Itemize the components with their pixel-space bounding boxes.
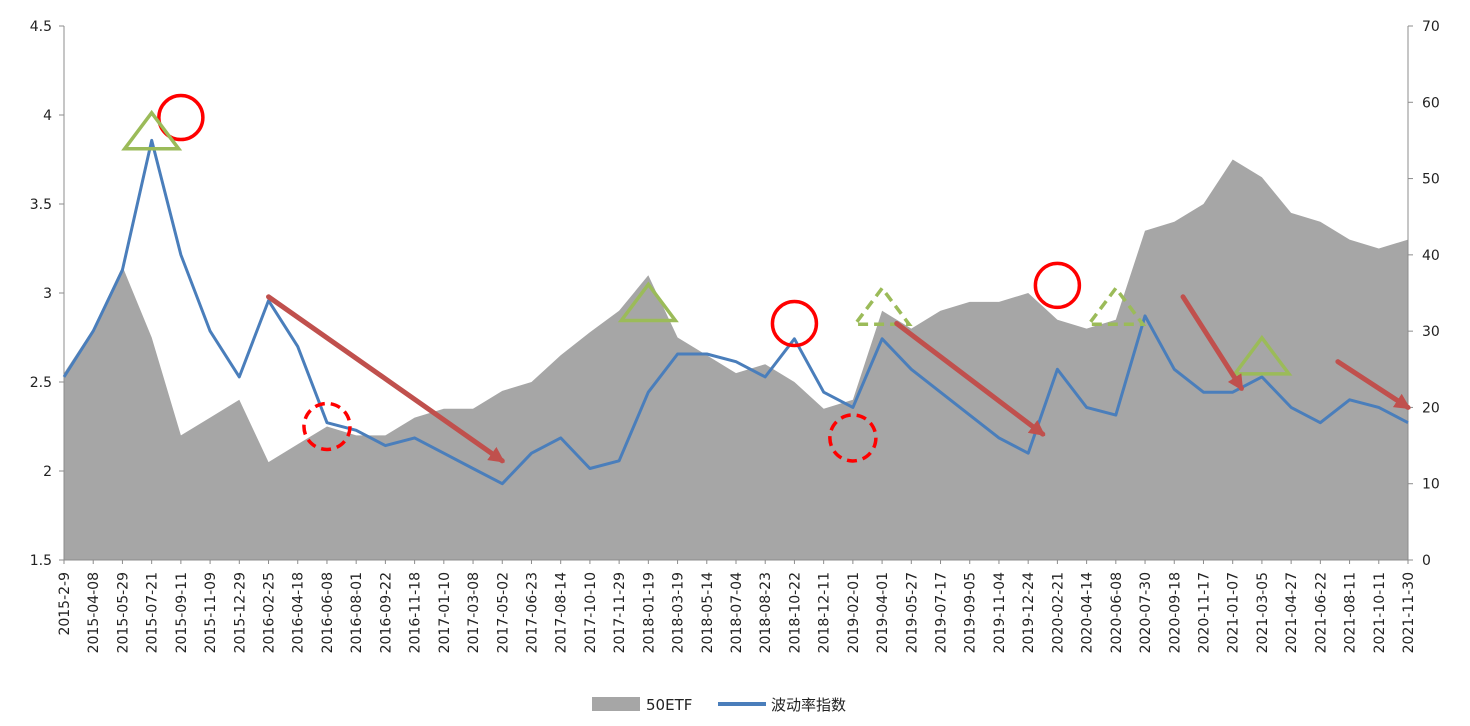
x-tick-label: 2015-04-08 bbox=[86, 572, 102, 653]
x-tick-label: 2016-06-08 bbox=[320, 572, 336, 653]
right-tick-label: 40 bbox=[1422, 248, 1440, 264]
left-tick-label: 2 bbox=[43, 464, 52, 480]
axes-layer: 1.5 2 2.5 3 3.5 4 4.5 0 10 20 30 40 50 60 70 2015-2-9 20… bbox=[30, 19, 1440, 653]
x-tick-label: 2017-06-23 bbox=[524, 572, 540, 653]
x-tick-label: 2019-02-01 bbox=[846, 572, 862, 653]
legend-label-volatility: 波动率指数 bbox=[771, 696, 846, 714]
x-tick-label: 2019-11-04 bbox=[992, 572, 1008, 653]
x-tick-label: 2021-11-30 bbox=[1401, 572, 1417, 653]
x-tick-label: 2018-08-23 bbox=[758, 572, 774, 653]
x-tick-label: 2021-06-22 bbox=[1313, 572, 1329, 653]
right-tick-label: 20 bbox=[1422, 400, 1440, 416]
x-tick-label: 2017-01-10 bbox=[437, 572, 453, 653]
left-tick-label: 4 bbox=[43, 108, 52, 124]
trend-arrow bbox=[1335, 359, 1411, 410]
x-tick-label: 2017-03-08 bbox=[466, 572, 482, 653]
volatility-line-layer bbox=[62, 138, 1409, 486]
x-tick-label: 2016-04-18 bbox=[291, 572, 307, 653]
x-tick-label: 2016-08-01 bbox=[349, 572, 365, 653]
x-tick-label: 2021-04-27 bbox=[1284, 572, 1300, 653]
legend-label-50etf: 50ETF bbox=[646, 696, 692, 714]
x-tick-label: 2018-10-22 bbox=[787, 572, 803, 653]
left-tick-label: 1.5 bbox=[30, 553, 52, 569]
x-tick-label: 2018-01-19 bbox=[641, 572, 657, 653]
right-tick-label: 50 bbox=[1422, 172, 1440, 188]
highlight-circle bbox=[1033, 261, 1082, 310]
x-tick-label: 2019-09-05 bbox=[963, 572, 979, 653]
x-tick-label: 2016-02-25 bbox=[262, 572, 278, 653]
x-tick-label: 2015-07-21 bbox=[145, 572, 161, 653]
marker-triangle bbox=[121, 109, 183, 151]
x-tick-label: 2020-04-14 bbox=[1080, 572, 1096, 653]
x-tick-label: 2019-07-17 bbox=[934, 572, 950, 653]
left-tick-label: 3 bbox=[43, 286, 52, 302]
x-tick-label: 2020-06-08 bbox=[1109, 572, 1125, 653]
x-tick-label: 2015-11-09 bbox=[203, 572, 219, 653]
x-tick-label: 2020-11-17 bbox=[1196, 572, 1212, 653]
etf-area-layer bbox=[64, 159, 1408, 560]
etf-area bbox=[64, 159, 1408, 560]
marker-dashed-triangle bbox=[851, 285, 913, 327]
x-tick-label: 2017-05-02 bbox=[495, 572, 511, 653]
annotation-layer bbox=[121, 93, 1411, 464]
x-tick-label: 2015-09-11 bbox=[174, 572, 190, 653]
x-tick-label: 2020-07-30 bbox=[1138, 572, 1154, 653]
x-tick-label: 2016-11-18 bbox=[408, 572, 424, 653]
x-tick-label: 2017-11-29 bbox=[612, 572, 628, 653]
x-tick-label: 2021-10-11 bbox=[1372, 572, 1388, 653]
x-tick-label: 2020-09-18 bbox=[1167, 572, 1183, 653]
right-tick-label: 60 bbox=[1422, 95, 1440, 111]
marker-dashed-triangle bbox=[1085, 285, 1147, 327]
x-tick-label: 2015-05-29 bbox=[115, 572, 131, 653]
legend: 50ETF 波动率指数 bbox=[592, 696, 846, 714]
x-tick-label: 2018-05-14 bbox=[700, 572, 716, 653]
x-tick-label: 2019-12-24 bbox=[1021, 572, 1037, 653]
highlight-dashed-circle bbox=[828, 413, 878, 463]
x-tick-label: 2021-01-07 bbox=[1226, 572, 1242, 653]
right-tick-label: 10 bbox=[1422, 477, 1440, 493]
x-tick-label: 2021-08-11 bbox=[1343, 572, 1359, 653]
x-tick-label: 2015-12-29 bbox=[232, 572, 248, 653]
highlight-circle bbox=[157, 93, 205, 142]
highlight-dashed-circle bbox=[302, 401, 352, 452]
x-tick-label: 2017-10-10 bbox=[583, 572, 599, 653]
trend-arrow bbox=[266, 294, 505, 464]
marker-triangle bbox=[617, 281, 679, 323]
x-tick-label: 2017-08-14 bbox=[554, 572, 570, 653]
x-tick-label: 2021-03-05 bbox=[1255, 572, 1271, 653]
left-tick-label: 3.5 bbox=[30, 197, 52, 213]
x-tick-label: 2020-02-21 bbox=[1050, 572, 1066, 653]
x-tick-label: 2016-09-22 bbox=[378, 572, 394, 653]
right-tick-label: 70 bbox=[1422, 19, 1440, 35]
x-tick-label: 2019-04-01 bbox=[875, 572, 891, 653]
volatility-line bbox=[62, 138, 1409, 486]
right-tick-label: 30 bbox=[1422, 324, 1440, 340]
x-tick-label: 2018-03-19 bbox=[671, 572, 687, 653]
x-tick-label: 2019-05-27 bbox=[904, 572, 920, 653]
highlight-circle bbox=[770, 299, 819, 348]
marker-triangle bbox=[1231, 334, 1293, 376]
x-tick-label: 2018-12-11 bbox=[817, 572, 833, 653]
left-tick-label: 2.5 bbox=[30, 375, 52, 391]
legend-swatch-50etf bbox=[592, 697, 640, 711]
left-tick-label: 4.5 bbox=[30, 19, 52, 35]
right-tick-label: 0 bbox=[1422, 553, 1431, 569]
x-tick-label: 2015-2-9 bbox=[57, 572, 73, 636]
x-tick-label: 2018-07-04 bbox=[729, 572, 745, 653]
trend-arrow bbox=[894, 321, 1046, 437]
trend-arrow bbox=[1180, 294, 1244, 392]
